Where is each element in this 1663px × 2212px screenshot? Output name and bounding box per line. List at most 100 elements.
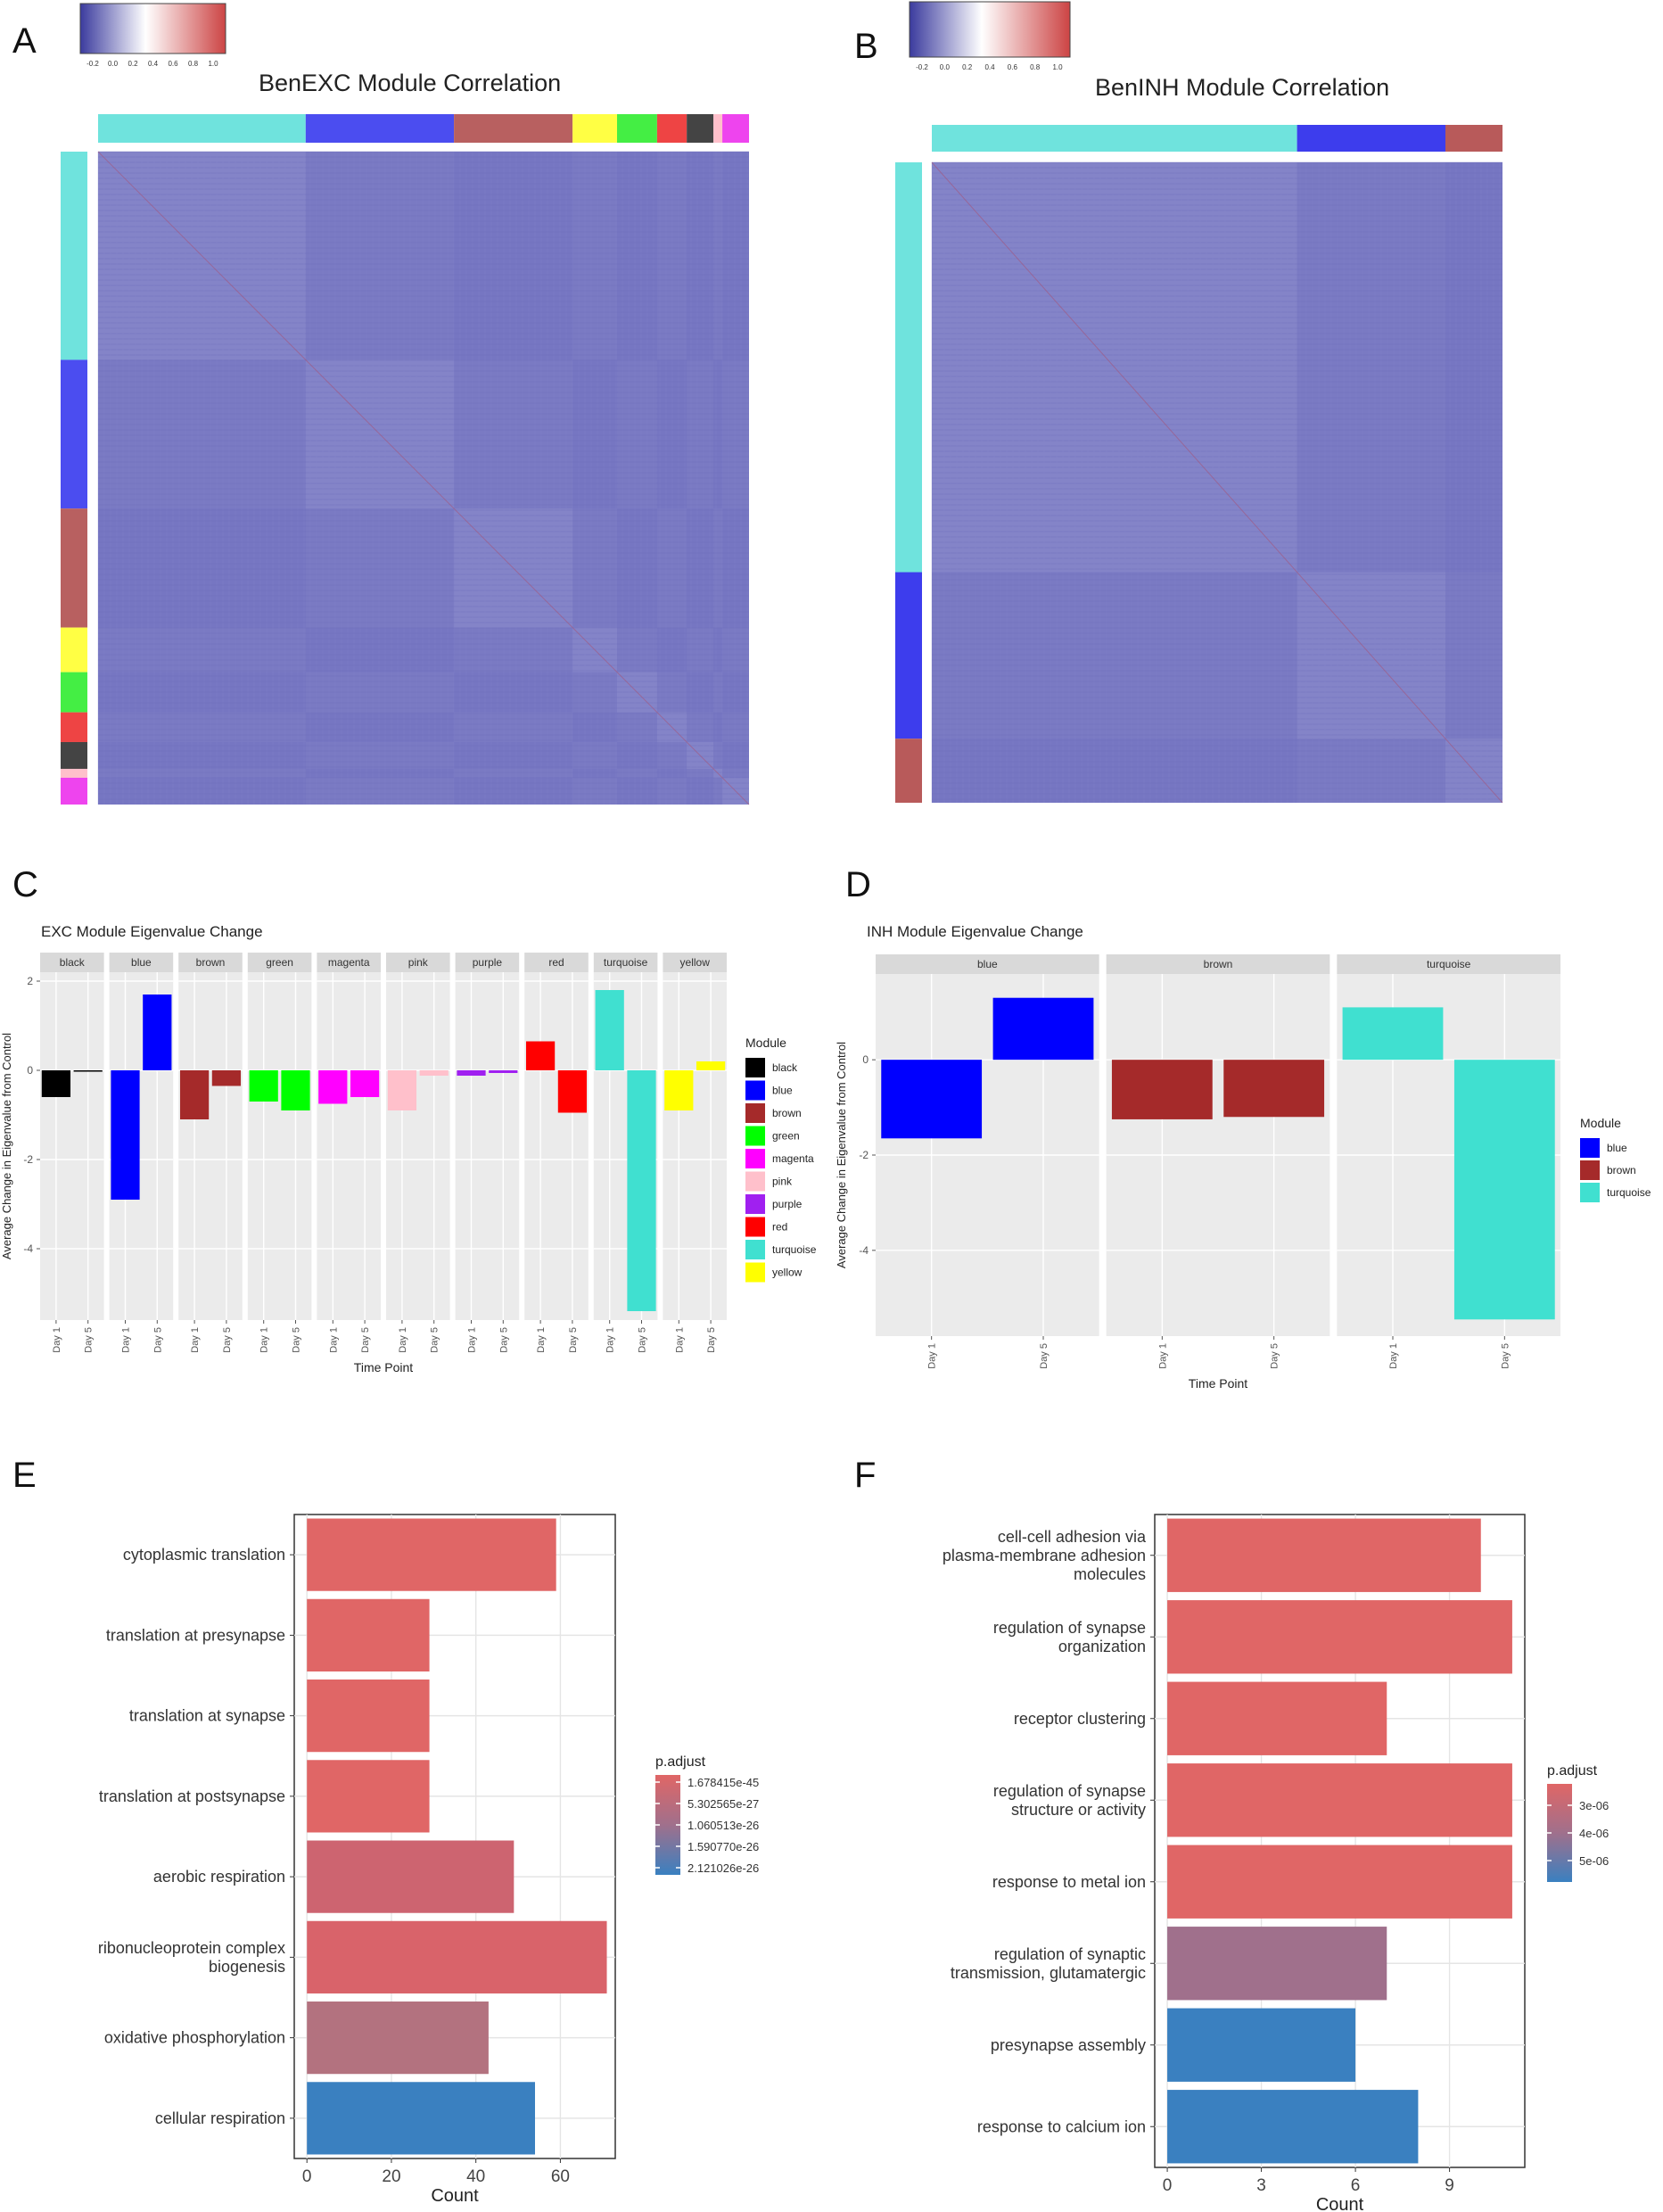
category-label: oxidative phosphorylation bbox=[104, 2029, 285, 2047]
heatmap-block bbox=[617, 713, 657, 742]
x-tick-label: Day 5 bbox=[568, 1327, 579, 1353]
module-strip-left bbox=[61, 359, 87, 509]
panel-label-e: E bbox=[12, 1456, 37, 1495]
bar-blue-day-5 bbox=[143, 995, 172, 1070]
heatmap-diagonal bbox=[931, 161, 1503, 804]
legend-swatch-green bbox=[745, 1126, 765, 1146]
module-strip-left bbox=[895, 739, 922, 803]
module-strip-top bbox=[1297, 125, 1445, 152]
x-tick-label: Day 5 bbox=[84, 1327, 95, 1353]
x-tick-label: Day 1 bbox=[121, 1327, 132, 1353]
legend-label: red bbox=[772, 1221, 787, 1234]
x-tick-label: Day 1 bbox=[52, 1327, 62, 1353]
x-tick-label: Day 1 bbox=[605, 1327, 616, 1353]
facet-strip bbox=[524, 953, 589, 972]
x-axis-label: Time Point bbox=[354, 1360, 414, 1374]
legend-label: magenta bbox=[772, 1152, 814, 1165]
heatmap-block bbox=[722, 713, 749, 742]
colorbar-tick-label: 1.0 bbox=[1052, 63, 1063, 71]
facet-strip bbox=[109, 953, 174, 972]
bar-row bbox=[307, 1680, 430, 1753]
legend-label: blue bbox=[1607, 1142, 1627, 1154]
heatmap-block bbox=[454, 713, 572, 742]
legend-swatch-brown bbox=[745, 1103, 765, 1123]
facet-strip bbox=[317, 953, 381, 972]
bar-pink-day-5 bbox=[419, 1070, 449, 1076]
facet-strip-label: magenta bbox=[328, 956, 370, 969]
module-strip-top bbox=[572, 114, 618, 143]
legend-title: p.adjust bbox=[1547, 1763, 1598, 1779]
bar-turquoise-day-5 bbox=[627, 1070, 656, 1311]
facet-strip bbox=[247, 953, 312, 972]
colorbar-tick-label: 1.0 bbox=[208, 60, 218, 68]
legend-swatch-pink bbox=[745, 1171, 765, 1192]
x-tick-label: 9 bbox=[1445, 2176, 1454, 2195]
facet-strip-label: blue bbox=[131, 956, 152, 969]
colorbar-tick-label: 0.2 bbox=[962, 63, 973, 71]
legend-title: Module bbox=[1580, 1116, 1621, 1130]
bar-row bbox=[307, 2002, 489, 2075]
heatmap-block bbox=[1297, 162, 1445, 573]
x-tick-label: Day 5 bbox=[292, 1327, 302, 1353]
legend-label: 5.302565e-27 bbox=[687, 1797, 759, 1811]
category-label: regulation of synapse bbox=[993, 1619, 1146, 1637]
bar-purple-day-5 bbox=[489, 1070, 518, 1073]
category-label: regulation of synaptic bbox=[994, 1945, 1146, 1963]
facet-strip-label: brown bbox=[1204, 958, 1233, 970]
colorbar-tick-label: 0.6 bbox=[168, 60, 178, 68]
facet-panel bbox=[247, 972, 312, 1320]
x-tick-label: Day 5 bbox=[1270, 1343, 1280, 1369]
legend-label: 3e-06 bbox=[1579, 1799, 1609, 1812]
category-label: transmission, glutamatergic bbox=[951, 1964, 1146, 1982]
bar-purple-day-1 bbox=[457, 1070, 486, 1076]
x-tick-label: Day 5 bbox=[498, 1327, 509, 1353]
bar-row bbox=[307, 1518, 556, 1591]
heatmap-b: -0.2 0.0 0.2 0.4 0.6 0.8 1.0 bbox=[895, 1, 1503, 804]
category-label: regulation of synapse bbox=[993, 1782, 1146, 1800]
x-tick-label: 40 bbox=[466, 2167, 485, 2186]
bar-row bbox=[307, 1760, 430, 1833]
x-axis-label: Time Point bbox=[1189, 1376, 1248, 1391]
module-strip-top bbox=[305, 114, 455, 143]
legend-label: brown bbox=[772, 1107, 802, 1119]
facet-panel bbox=[40, 972, 104, 1320]
x-tick-label: Day 1 bbox=[536, 1327, 547, 1353]
facet-strip-label: pink bbox=[408, 956, 429, 969]
category-label: biogenesis bbox=[209, 1958, 285, 1976]
facet-strip-label: purple bbox=[473, 956, 503, 969]
facet-strip-label: brown bbox=[196, 956, 226, 969]
module-strip-top bbox=[617, 114, 657, 143]
x-tick-label: Day 1 bbox=[467, 1327, 478, 1353]
facet-panel bbox=[386, 972, 450, 1320]
colorbar-A bbox=[79, 3, 226, 54]
y-tick-label: 0 bbox=[862, 1053, 869, 1066]
facet-strip-label: turquoise bbox=[1427, 958, 1471, 970]
category-label: receptor clustering bbox=[1014, 1710, 1146, 1728]
module-strip-top bbox=[98, 114, 306, 143]
bar-blue-day-1 bbox=[111, 1070, 140, 1200]
legend-label: 5e-06 bbox=[1579, 1854, 1609, 1868]
bar-yellow-day-1 bbox=[664, 1070, 694, 1110]
facet-strip bbox=[1337, 954, 1560, 974]
x-tick-label: Day 1 bbox=[927, 1343, 938, 1369]
colorbar-tick-label: 0.6 bbox=[1008, 63, 1018, 71]
bar-brown-day-5 bbox=[1223, 1060, 1325, 1118]
module-strip-left bbox=[61, 768, 87, 778]
category-label: plasma-membrane adhesion bbox=[943, 1547, 1146, 1564]
legend-swatch-brown bbox=[1580, 1160, 1600, 1180]
category-label: cell-cell adhesion via bbox=[998, 1528, 1147, 1546]
x-tick-label: Day 1 bbox=[328, 1327, 339, 1353]
legend-swatch-black bbox=[745, 1058, 765, 1077]
module-strip-top bbox=[1445, 125, 1502, 152]
x-tick-label: 60 bbox=[551, 2167, 570, 2186]
y-tick-label: 0 bbox=[27, 1064, 33, 1077]
x-tick-label: Day 5 bbox=[638, 1327, 648, 1353]
bar-green-day-1 bbox=[249, 1070, 278, 1102]
facet-strip bbox=[663, 953, 727, 972]
bar-black-day-1 bbox=[41, 1070, 71, 1097]
category-label: cellular respiration bbox=[155, 2109, 285, 2127]
facet-strip bbox=[1106, 954, 1330, 974]
facet-panel bbox=[178, 972, 243, 1320]
legend-swatch-magenta bbox=[745, 1149, 765, 1168]
bar-row bbox=[307, 2082, 535, 2155]
